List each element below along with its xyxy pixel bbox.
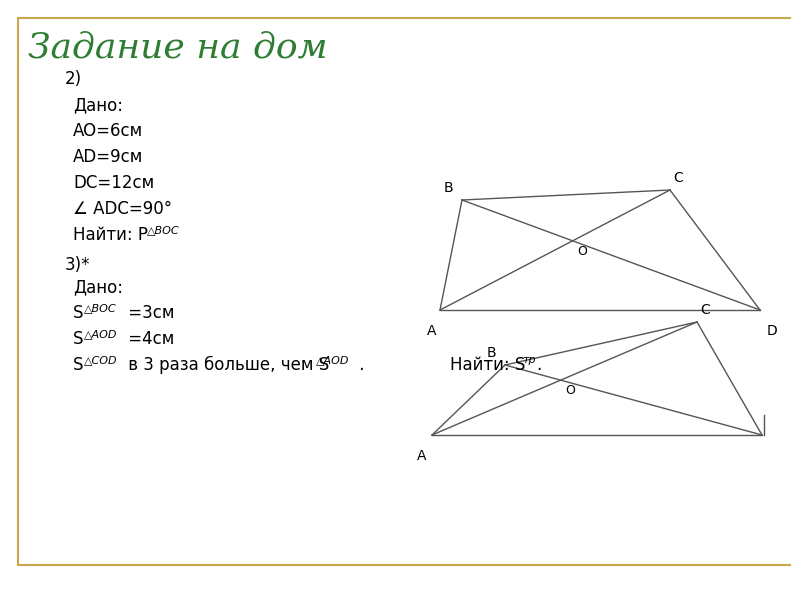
- Text: △AOD: △AOD: [84, 329, 118, 339]
- Text: .: .: [354, 356, 365, 374]
- Text: тр: тр: [522, 355, 536, 365]
- Text: A: A: [427, 324, 437, 338]
- Text: S: S: [73, 356, 83, 374]
- Text: △AOD: △AOD: [316, 355, 350, 365]
- Text: DC=12см: DC=12см: [73, 174, 154, 192]
- Text: △COD: △COD: [84, 355, 118, 365]
- Text: C: C: [673, 171, 683, 185]
- Text: AO=6см: AO=6см: [73, 122, 143, 140]
- Text: D: D: [766, 324, 778, 338]
- Text: Дано:: Дано:: [73, 278, 123, 296]
- Text: ∠ ADC=90°: ∠ ADC=90°: [73, 200, 172, 218]
- Text: Найти: S: Найти: S: [450, 356, 526, 374]
- Text: C: C: [700, 303, 710, 317]
- Text: B: B: [486, 346, 496, 360]
- Text: S: S: [73, 304, 83, 322]
- Text: Задание на дом: Задание на дом: [28, 30, 328, 64]
- Text: AD=9см: AD=9см: [73, 148, 143, 166]
- Text: S: S: [73, 330, 83, 348]
- Text: =3см: =3см: [123, 304, 174, 322]
- Text: Дано:: Дано:: [73, 96, 123, 114]
- Text: 3)*: 3)*: [65, 256, 90, 274]
- Text: A: A: [418, 449, 426, 463]
- Text: 2): 2): [65, 70, 82, 88]
- Text: Найти: P: Найти: P: [73, 226, 148, 244]
- Text: =4см: =4см: [123, 330, 174, 348]
- Text: O: O: [578, 245, 587, 258]
- Text: .: .: [536, 356, 542, 374]
- Text: O: O: [566, 384, 575, 397]
- Text: △BOC: △BOC: [147, 225, 180, 235]
- Text: △BOC: △BOC: [84, 303, 117, 313]
- Text: B: B: [443, 181, 453, 195]
- Text: в 3 раза больше, чем S: в 3 раза больше, чем S: [123, 356, 330, 374]
